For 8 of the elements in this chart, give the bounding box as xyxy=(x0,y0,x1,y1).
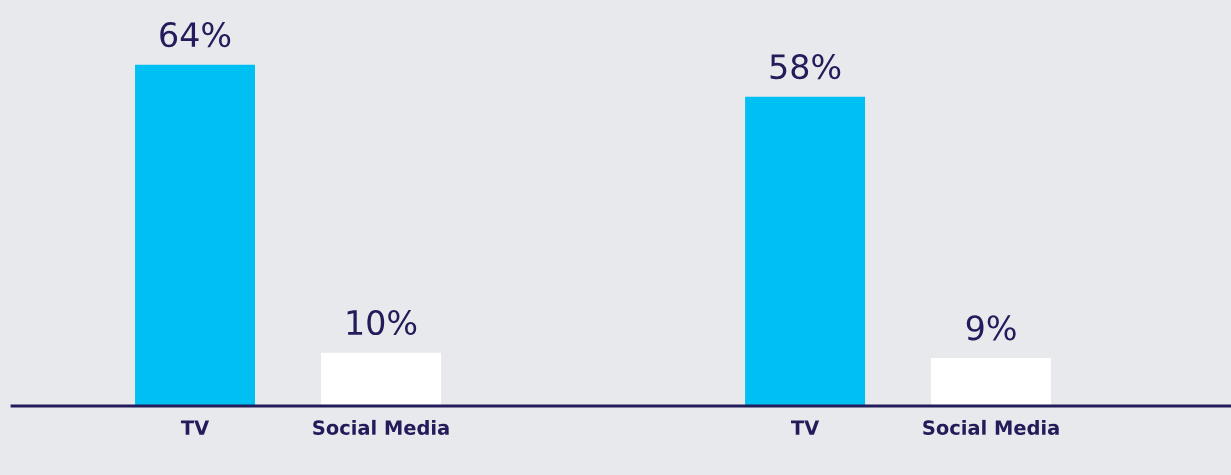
data-label: 9% xyxy=(966,315,1016,341)
x-tick-label: Social Media xyxy=(923,419,1059,435)
data-label: 58% xyxy=(770,54,841,80)
x-tick-label: TV xyxy=(791,420,820,435)
data-label: 64% xyxy=(160,22,231,48)
data-label: 10% xyxy=(347,309,417,336)
x-tick-label: TV xyxy=(180,420,210,435)
x-tick-label: Social Media xyxy=(313,419,449,435)
